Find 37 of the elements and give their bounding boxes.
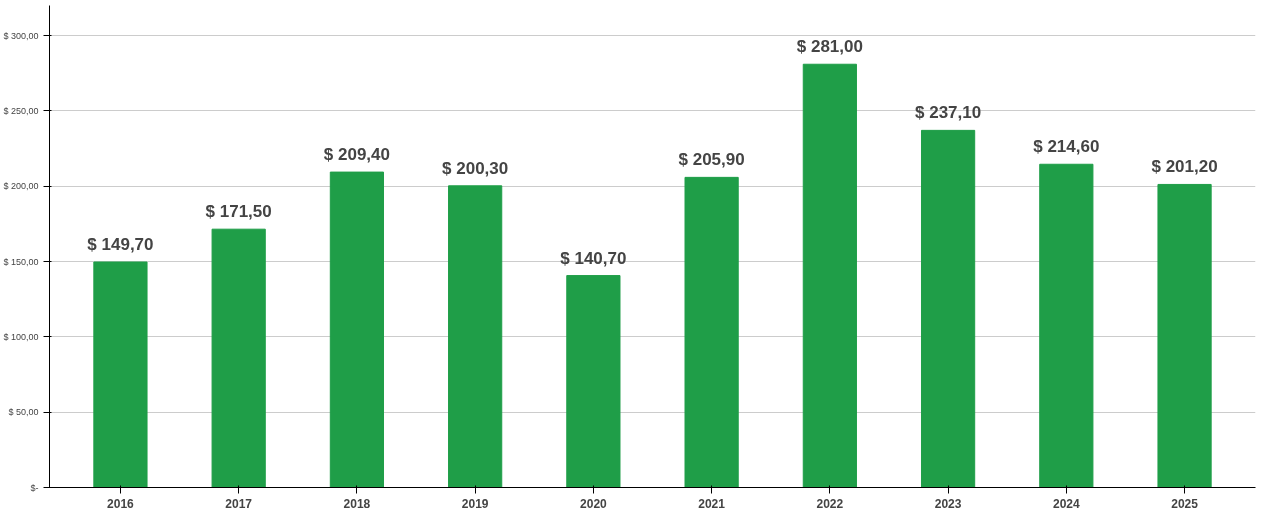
x-tick-label: 2024 bbox=[1052, 496, 1080, 511]
data-label: $ 171,50 bbox=[205, 202, 272, 222]
bar bbox=[566, 275, 621, 488]
x-tick-label: 2016 bbox=[107, 496, 135, 511]
y-tick-label: $- bbox=[30, 482, 39, 493]
data-label: $ 201,20 bbox=[1151, 157, 1218, 177]
x-tick-label: 2023 bbox=[934, 496, 962, 511]
bar bbox=[448, 185, 503, 488]
y-tick-label: $ 200,00 bbox=[3, 181, 39, 192]
x-tick-label: 2022 bbox=[816, 496, 844, 511]
bar bbox=[329, 171, 385, 488]
y-tick-label: $ 50,00 bbox=[8, 407, 39, 418]
x-tick-label: 2025 bbox=[1171, 496, 1199, 511]
data-label: $ 237,10 bbox=[915, 103, 982, 123]
bar bbox=[93, 261, 148, 488]
y-tick-label: $ 250,00 bbox=[3, 105, 39, 116]
bar bbox=[1039, 163, 1094, 488]
y-tick-label: $ 300,00 bbox=[3, 30, 39, 41]
bar bbox=[802, 63, 857, 488]
y-tick-label: $ 150,00 bbox=[3, 256, 39, 267]
data-label: $ 200,30 bbox=[442, 158, 509, 178]
x-tick-label: 2019 bbox=[461, 496, 489, 511]
data-label: $ 205,90 bbox=[678, 150, 745, 170]
x-tick-label: 2020 bbox=[580, 496, 608, 511]
bar bbox=[1157, 183, 1212, 488]
bar bbox=[211, 228, 266, 488]
data-label: $ 140,70 bbox=[560, 248, 627, 268]
data-label: $ 209,40 bbox=[323, 145, 391, 165]
data-label: $ 281,00 bbox=[796, 37, 863, 57]
data-label: $ 214,60 bbox=[1033, 137, 1100, 157]
bar bbox=[684, 176, 739, 488]
x-tick-label: 2021 bbox=[698, 496, 726, 511]
data-label: $ 149,70 bbox=[87, 235, 154, 255]
x-tick-label: 2018 bbox=[343, 496, 371, 511]
y-tick-label: $ 100,00 bbox=[3, 331, 39, 342]
bar bbox=[920, 129, 976, 488]
x-tick-label: 2017 bbox=[225, 496, 253, 511]
